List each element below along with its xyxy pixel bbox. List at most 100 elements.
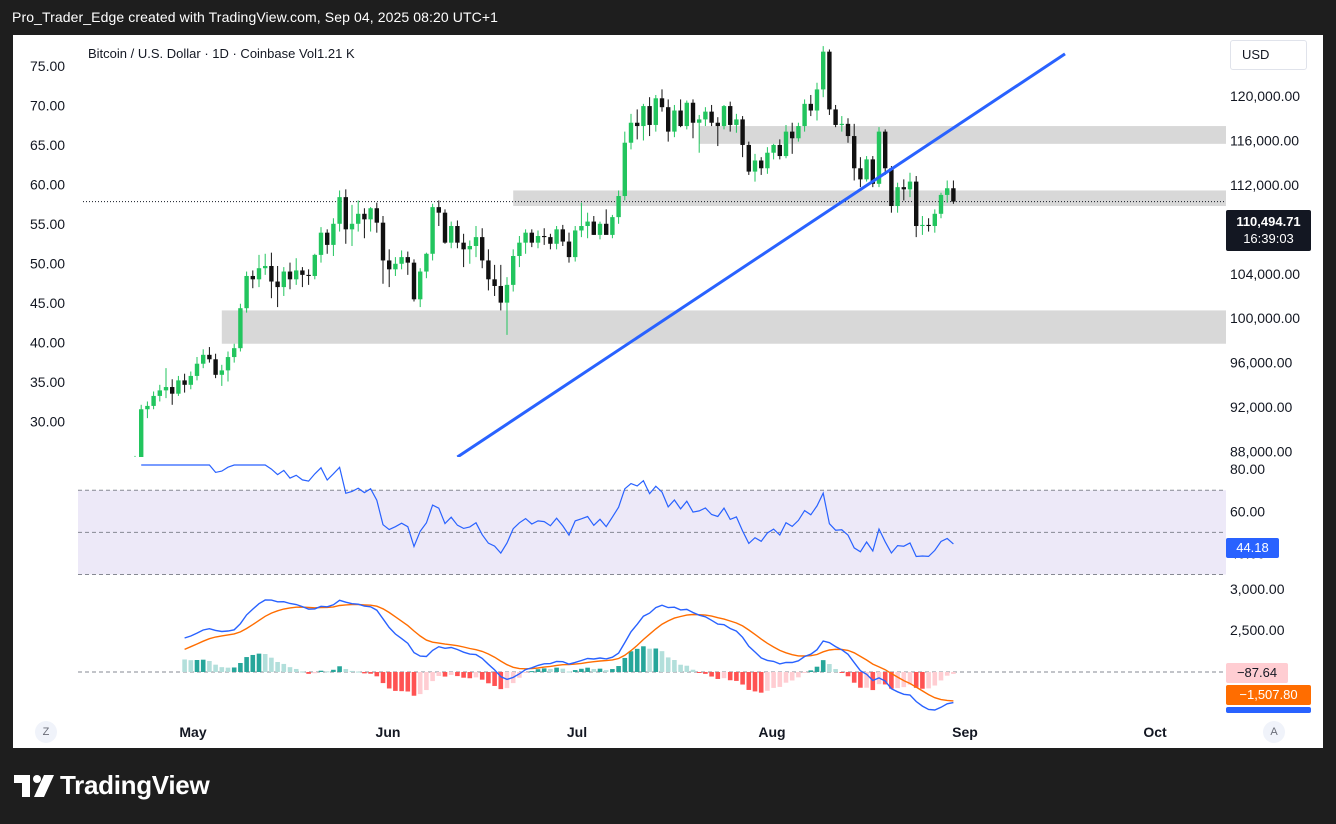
price-axis-label: 104,000.00 [1230, 266, 1300, 282]
candle-body [573, 230, 578, 258]
price-axis-label: 120,000.00 [1230, 88, 1300, 104]
candle-body [263, 265, 268, 269]
candle [418, 268, 423, 308]
candle-body [535, 236, 541, 243]
macd-histogram-bar [777, 671, 783, 687]
candle-body [325, 232, 330, 245]
macd-histogram-bar [808, 670, 814, 672]
candle [914, 176, 919, 238]
candle-body [498, 285, 503, 303]
currency-selector[interactable]: USD [1230, 40, 1307, 70]
candle-body [232, 348, 237, 358]
candle-body [914, 181, 919, 227]
candle-body [176, 380, 181, 394]
chart-svg[interactable]: 124,000.00120,000.00116,000.00112,000.00… [13, 35, 1323, 748]
candle [808, 94, 813, 117]
rsi-axis-label: 60.00 [1230, 503, 1265, 519]
candle-body [759, 160, 764, 169]
candle [579, 202, 584, 238]
candle [461, 233, 466, 268]
candle [715, 117, 720, 147]
candle [548, 233, 553, 250]
candle [343, 189, 348, 244]
candle-body [368, 208, 373, 220]
chart-frame[interactable]: 124,000.00120,000.00116,000.00112,000.00… [13, 35, 1323, 748]
macd-histogram-bar [188, 660, 194, 672]
candle-body [207, 354, 212, 360]
macd-histogram-bar [789, 671, 795, 681]
macd-histogram-bar [380, 671, 386, 684]
candle-body [566, 241, 572, 258]
candle [852, 123, 857, 181]
candle [225, 351, 231, 382]
candle-body [337, 197, 342, 224]
candle-body [145, 405, 150, 410]
candle [517, 236, 522, 268]
macd-histogram-bar [225, 667, 231, 672]
candle-body [814, 89, 820, 111]
auto-scale-button[interactable]: A [1263, 721, 1285, 743]
macd-histogram-bar [616, 666, 621, 672]
candle [765, 147, 770, 174]
macd-histogram-bar [312, 671, 318, 674]
candle [907, 172, 913, 198]
macd-histogram-bar [362, 671, 367, 674]
macd-histogram-bar [690, 669, 696, 672]
candle [858, 157, 863, 188]
macd-histogram-bar [845, 671, 851, 677]
macd-histogram-bar [424, 671, 429, 691]
macd-histogram-bar [300, 671, 305, 673]
candle-body [672, 110, 677, 132]
candle-body [901, 187, 906, 190]
left-axis-label: 65.00 [30, 137, 65, 153]
candle-body [821, 51, 826, 90]
macd-histogram-bar [182, 659, 187, 672]
candle-body [771, 144, 776, 153]
candle-body [380, 222, 386, 261]
candle [374, 202, 379, 233]
candle-body [461, 242, 466, 250]
symbol-legend[interactable]: Bitcoin / U.S. Dollar · 1D · Coinbase Vo… [88, 46, 355, 61]
candle-body [275, 281, 280, 288]
candle [951, 180, 956, 204]
macd-histogram-bar [913, 671, 919, 688]
price-axis-label: 88,000.00 [1230, 443, 1292, 459]
zoom-reset-button[interactable]: Z [35, 721, 57, 743]
left-axis-label: 45.00 [30, 295, 65, 311]
macd-histogram-bar [430, 671, 435, 682]
macd-histogram-bar [473, 671, 479, 678]
left-axis-label: 50.00 [30, 256, 65, 272]
candle-body [225, 357, 231, 371]
time-axis-label: Jul [567, 724, 587, 740]
candle-body [777, 144, 782, 157]
candle [814, 82, 820, 121]
macd-histogram-bar [393, 671, 398, 691]
candle [219, 364, 224, 386]
candle [473, 226, 479, 258]
candle [486, 249, 491, 291]
candle [492, 264, 497, 296]
candle [703, 107, 708, 127]
candle [926, 218, 931, 232]
candle [182, 373, 187, 393]
candle [244, 271, 249, 313]
candle-body [597, 223, 603, 235]
rsi-axis-label: 80.00 [1230, 461, 1265, 477]
candle [170, 379, 175, 405]
candle-body [430, 207, 435, 254]
candle-body [932, 213, 937, 227]
candle [411, 259, 417, 302]
candle [697, 114, 702, 153]
macd-histogram-bar [374, 671, 380, 677]
candle [269, 252, 274, 299]
candle [201, 349, 206, 369]
tradingview-logo[interactable]: TradingView [14, 770, 210, 801]
macd-histogram-bar [938, 671, 944, 681]
candle [399, 250, 404, 270]
candle-body [876, 131, 882, 184]
candle [380, 216, 386, 284]
candle [356, 200, 361, 232]
macd-histogram-bar [715, 671, 721, 679]
candle-body [442, 212, 448, 243]
candle [566, 232, 572, 263]
